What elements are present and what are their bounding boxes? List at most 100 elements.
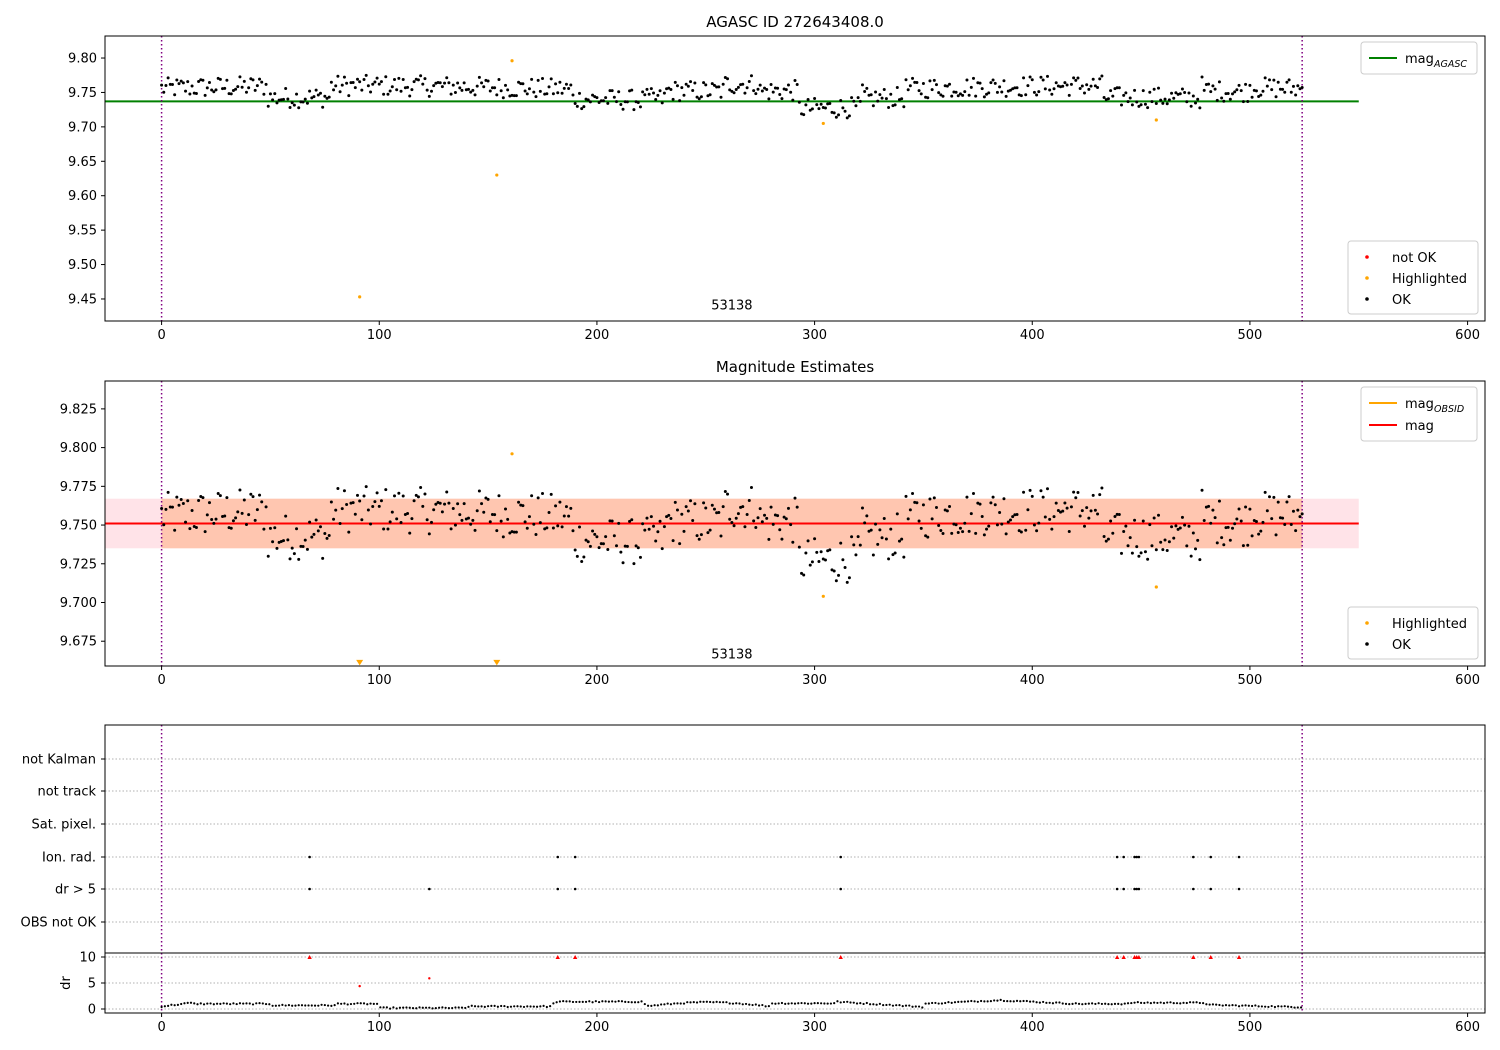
dr-ok-point <box>1104 1002 1107 1005</box>
mid-ok-point <box>358 499 362 503</box>
top-ok-point <box>645 87 649 91</box>
top-ok-point <box>930 88 934 92</box>
mid-ok-point <box>355 493 359 497</box>
top-ok-point <box>164 83 168 87</box>
top-legend-point-label: OK <box>1392 293 1411 308</box>
mid-ok-point <box>575 554 579 558</box>
dr-ok-point <box>1100 1002 1104 1006</box>
dr-ok-point <box>1202 1002 1205 1005</box>
top-ok-point <box>654 98 658 102</box>
mid-ok-point <box>234 516 238 520</box>
top-ok-point <box>660 101 664 105</box>
top-ok-point <box>273 92 277 96</box>
top-highlighted-point <box>821 121 825 126</box>
top-ok-point <box>412 80 416 84</box>
top-ok-point <box>375 76 379 80</box>
flags-panel: not Kalman not track Sat. pixel. Ion. rad. d… <box>21 725 1485 953</box>
mid-ok-point <box>406 512 410 516</box>
mid-ok-point <box>410 517 414 521</box>
top-ok-point <box>419 74 423 78</box>
mid-ok-point <box>1063 501 1067 505</box>
top-ok-point <box>292 103 296 107</box>
mid-ok-point <box>1039 489 1043 493</box>
mid-ok-point <box>708 528 712 532</box>
mid-ok-point <box>945 509 949 513</box>
top-ok-point <box>893 103 897 107</box>
mid-ok-point <box>1231 526 1235 530</box>
top-ok-point <box>834 115 838 119</box>
top-ok-point <box>789 90 793 94</box>
dr-ok-point <box>480 1005 483 1008</box>
top-ok-point <box>1100 74 1104 78</box>
dr-ok-point <box>1172 1002 1175 1005</box>
top-ok-point <box>906 88 910 92</box>
dr-ok-point <box>663 1003 666 1006</box>
mid-ok-point <box>823 558 827 562</box>
dr-ok-point <box>757 1004 761 1007</box>
mid-ok-point <box>919 526 923 530</box>
mid-ok-point <box>1157 513 1161 517</box>
dr-ok-point <box>1009 1000 1012 1003</box>
top-ok-point <box>1002 79 1006 83</box>
dr-ok-point <box>180 1002 183 1006</box>
mid-ok-point <box>832 569 836 573</box>
top-ok-point <box>360 88 364 92</box>
top-ok-point <box>271 98 275 102</box>
dr-ok-point <box>712 1001 715 1004</box>
mid-ok-point <box>1178 526 1182 530</box>
mid-ok-point <box>939 529 943 533</box>
top-ok-point <box>221 87 225 91</box>
mid-ok-point <box>1287 495 1291 499</box>
dr-ok-point <box>451 1006 454 1010</box>
dr-ok-point <box>264 1002 268 1006</box>
top-ok-point <box>545 92 549 96</box>
top-ok-point <box>449 92 453 96</box>
mid-ok-point <box>993 503 997 507</box>
dr-ok-point <box>686 1001 689 1004</box>
dr-ok-point <box>304 1004 307 1007</box>
top-ok-point <box>1237 83 1241 87</box>
dr-not-ok-marker <box>1191 955 1196 959</box>
top-ok-point <box>1261 89 1265 93</box>
top-ok-point <box>392 77 396 81</box>
mid-ok-point <box>591 529 595 533</box>
mid-ok-point <box>170 505 174 509</box>
top-ok-point <box>776 86 780 90</box>
dr-not-ok-marker <box>838 955 843 959</box>
dr-ok-point <box>940 1002 944 1005</box>
top-ok-point <box>181 81 185 85</box>
mid-ok-point <box>643 528 647 532</box>
top-ok-point <box>340 83 344 87</box>
top-legend-point-label: not OK <box>1392 251 1437 266</box>
top-ok-point <box>175 78 179 82</box>
dr-ok-point <box>1188 1001 1192 1004</box>
mid-ok-point <box>462 502 466 506</box>
mid-ok-point <box>288 557 292 561</box>
dr-ok-point <box>1019 1000 1022 1003</box>
dr-ok-point <box>300 1004 304 1007</box>
mid-ok-point <box>438 501 442 505</box>
top-ytick-label: 9.55 <box>68 224 97 239</box>
mid-ok-point <box>1261 520 1265 524</box>
top-ok-point <box>908 84 912 88</box>
dr-ok-point <box>519 1005 522 1008</box>
mid-ok-point <box>527 515 531 519</box>
mid-ok-point <box>723 489 727 493</box>
top-ok-point <box>860 83 864 87</box>
top-ok-point <box>318 91 322 95</box>
top-ok-point <box>342 75 346 79</box>
dr-ok-point <box>673 1002 676 1005</box>
dr-not-ok-point <box>428 977 431 980</box>
mid-ok-point <box>710 503 714 507</box>
mid-legend-point-label: Highlighted <box>1392 617 1467 632</box>
mid-ok-point <box>295 527 299 531</box>
top-ok-point <box>586 98 590 102</box>
top-ok-point <box>945 84 949 88</box>
dr-ok-point <box>921 1006 924 1009</box>
dr-ok-point <box>937 1002 940 1005</box>
flag-point-dr-5 <box>1237 887 1241 891</box>
mid-ok-point <box>747 499 751 503</box>
dr-xtick-label: 100 <box>367 1020 392 1035</box>
mid-ok-point <box>1272 495 1276 499</box>
dr-ok-point <box>1097 1002 1100 1005</box>
